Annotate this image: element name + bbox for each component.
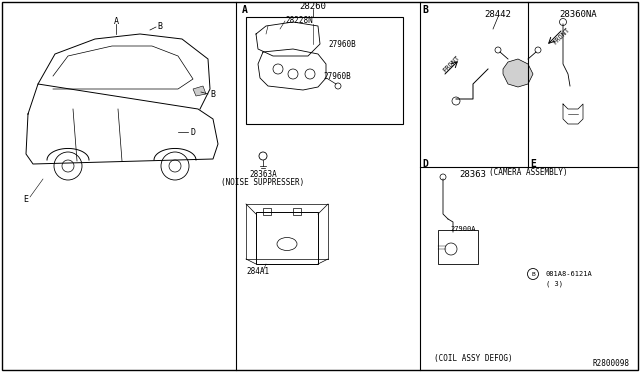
Text: 284A1: 284A1 bbox=[246, 266, 269, 276]
Text: FRONT: FRONT bbox=[552, 26, 571, 46]
Text: 27960B: 27960B bbox=[328, 39, 356, 48]
Text: ( 3): ( 3) bbox=[546, 281, 563, 287]
Text: 27960B: 27960B bbox=[323, 71, 351, 80]
Text: (COIL ASSY DEFOG): (COIL ASSY DEFOG) bbox=[434, 355, 512, 363]
Bar bbox=[293, 208, 301, 215]
Text: 28363A: 28363A bbox=[249, 170, 277, 179]
Text: B: B bbox=[157, 22, 163, 31]
Text: A: A bbox=[242, 5, 248, 15]
Text: 28260: 28260 bbox=[300, 1, 326, 10]
Text: D: D bbox=[422, 159, 428, 169]
Text: FRONT: FRONT bbox=[442, 54, 461, 74]
Text: 27900A: 27900A bbox=[450, 226, 476, 232]
Text: E: E bbox=[24, 195, 29, 203]
Text: (NOISE SUPPRESSER): (NOISE SUPPRESSER) bbox=[221, 177, 305, 186]
Text: 28363: 28363 bbox=[460, 170, 486, 179]
Polygon shape bbox=[503, 59, 533, 87]
Text: 081A8-6121A: 081A8-6121A bbox=[546, 271, 593, 277]
Text: R2800098: R2800098 bbox=[593, 359, 630, 369]
Bar bbox=[246, 17, 403, 124]
Text: B: B bbox=[211, 90, 216, 99]
Text: E: E bbox=[530, 159, 536, 169]
Text: B: B bbox=[422, 5, 428, 15]
Bar bbox=[263, 208, 271, 215]
Text: 28360NA: 28360NA bbox=[559, 10, 597, 19]
Text: 28228N: 28228N bbox=[285, 16, 313, 25]
Text: 28442: 28442 bbox=[484, 10, 511, 19]
Text: D: D bbox=[191, 128, 195, 137]
Polygon shape bbox=[193, 86, 206, 96]
Text: A: A bbox=[113, 16, 118, 26]
Bar bbox=[438, 230, 478, 264]
Text: B: B bbox=[531, 272, 535, 276]
Bar bbox=[256, 212, 318, 264]
Text: (CAMERA ASSEMBLY): (CAMERA ASSEMBLY) bbox=[489, 167, 567, 176]
